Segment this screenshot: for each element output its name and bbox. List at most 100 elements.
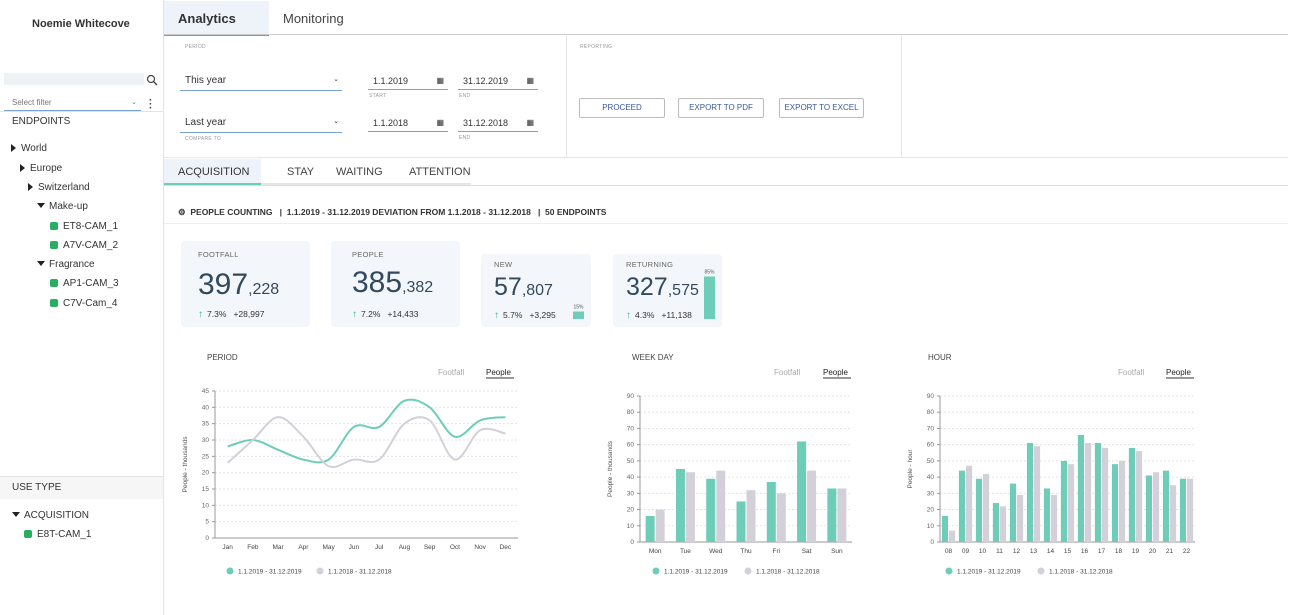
legend-swatch bbox=[652, 567, 660, 575]
button[interactable]: EXPORT TO EXCEL bbox=[779, 98, 864, 118]
gear-icon: ⚙ bbox=[178, 207, 186, 217]
kpi-card: PEOPLE 385,382 ↑ 7.2% +14,433 bbox=[331, 241, 460, 327]
menu-dots[interactable]: · · · bbox=[149, 95, 153, 114]
tree-node[interactable]: Switzerland bbox=[28, 182, 90, 193]
date-input[interactable]: 1.1.2018 ▦ bbox=[368, 118, 448, 132]
x-tick-label: 17 bbox=[1098, 548, 1106, 555]
x-tick-label: 09 bbox=[962, 548, 970, 555]
bar bbox=[1102, 447, 1109, 542]
node-label: C7V-Cam_4 bbox=[63, 298, 118, 309]
date-input[interactable]: 31.12.2019 ▦ bbox=[458, 76, 538, 90]
legend-swatch bbox=[945, 567, 953, 575]
toggle[interactable]: Footfall bbox=[438, 368, 464, 377]
subtab-label[interactable]: STAY bbox=[287, 166, 315, 178]
toggle[interactable]: Footfall bbox=[774, 368, 800, 377]
bar bbox=[766, 481, 776, 542]
tree-node[interactable]: Europe bbox=[20, 163, 62, 174]
x-tick-label: Jun bbox=[349, 544, 360, 551]
search-icon[interactable] bbox=[146, 74, 158, 86]
tab-label[interactable]: Analytics bbox=[178, 11, 236, 26]
y-tick-label: 20 bbox=[202, 470, 210, 477]
tree-leaf[interactable]: C7V-Cam_4 bbox=[50, 298, 117, 309]
subtab-label[interactable]: ATTENTION bbox=[409, 166, 471, 178]
search-box[interactable] bbox=[4, 73, 144, 85]
select-caption: COMPARE TO bbox=[185, 136, 222, 142]
node-label: A7V-CAM_2 bbox=[63, 240, 119, 251]
button[interactable]: EXPORT TO PDF bbox=[678, 98, 764, 118]
kpi-foot: ↑ 7.2% +14,433 bbox=[352, 309, 419, 320]
tree-node[interactable]: ACQUISITION bbox=[12, 510, 89, 521]
tab-label[interactable]: Monitoring bbox=[283, 11, 344, 26]
button[interactable]: PROCEED bbox=[579, 98, 665, 118]
filter-select[interactable]: Select filter ⌄ bbox=[4, 96, 141, 111]
bar bbox=[1000, 506, 1007, 542]
bar bbox=[1119, 460, 1126, 542]
x-tick-label: 18 bbox=[1115, 548, 1123, 555]
date-value: 1.1.2019 bbox=[373, 76, 409, 86]
tree-node[interactable]: Make-up bbox=[37, 201, 88, 212]
node-label: Make-up bbox=[49, 201, 88, 212]
tree-leaf[interactable]: E8T-CAM_1 bbox=[24, 529, 91, 540]
date-input[interactable]: 1.1.2019 ▦ bbox=[368, 76, 448, 90]
toggle[interactable]: People bbox=[486, 368, 511, 377]
bar bbox=[1162, 470, 1169, 542]
divider bbox=[164, 157, 1288, 158]
bar bbox=[736, 501, 746, 542]
toggle[interactable]: People bbox=[1166, 368, 1191, 377]
bar bbox=[1111, 464, 1118, 542]
use-type-header bbox=[0, 476, 163, 499]
tab-active[interactable] bbox=[164, 1, 269, 36]
y-tick-label: 90 bbox=[927, 393, 935, 400]
date-value: 1.1.2018 bbox=[373, 118, 409, 128]
bar bbox=[1017, 494, 1024, 542]
bar bbox=[1043, 488, 1050, 542]
subtab-label[interactable]: ACQUISITION bbox=[178, 166, 250, 178]
kpi-delta: +14,433 bbox=[387, 309, 419, 319]
bar bbox=[1179, 478, 1186, 542]
bar bbox=[1060, 460, 1067, 542]
tree-leaf[interactable]: A7V-CAM_2 bbox=[50, 240, 118, 251]
user-name: Noemie Whitecove bbox=[32, 18, 130, 30]
x-tick-label: 11 bbox=[996, 548, 1003, 555]
sidebar: Noemie Whitecove Select filter ⌄ · · · ENDP… bbox=[0, 0, 164, 615]
toggle[interactable]: Footfall bbox=[1118, 368, 1144, 377]
y-tick-label: 20 bbox=[927, 507, 935, 514]
bar bbox=[1068, 464, 1075, 542]
date-input[interactable]: 31.12.2018 ▦ bbox=[458, 118, 538, 132]
kpi-rest: ,575 bbox=[667, 282, 699, 299]
compare-select[interactable]: Last year ⌄ bbox=[180, 117, 342, 133]
select-label: This year bbox=[185, 75, 227, 86]
kpi-foot: ↑ 5.7% +3,295 bbox=[494, 310, 556, 321]
period-select[interactable]: This year ⌄ bbox=[180, 75, 342, 91]
x-tick-label: Oct bbox=[450, 544, 460, 551]
tree-node[interactable]: Fragrance bbox=[37, 259, 95, 270]
y-tick-label: 15 bbox=[202, 486, 210, 493]
tree-node[interactable]: World bbox=[11, 143, 47, 154]
x-tick-label: 15 bbox=[1064, 548, 1072, 555]
kpi-delta: +3,295 bbox=[529, 310, 556, 320]
tree-leaf[interactable]: AP1-CAM_3 bbox=[50, 278, 119, 289]
x-tick-label: 14 bbox=[1047, 548, 1055, 555]
select-label: Last year bbox=[185, 117, 227, 128]
bar bbox=[776, 493, 786, 542]
x-tick-label: 19 bbox=[1132, 548, 1140, 555]
node-label: Switzerland bbox=[38, 182, 90, 193]
y-tick-label: 40 bbox=[202, 404, 210, 411]
y-tick-label: 80 bbox=[927, 409, 935, 416]
summary-line: ⚙ PEOPLE COUNTING | 1.1.2019 - 31.12.201… bbox=[178, 207, 607, 217]
x-tick-label: 22 bbox=[1183, 548, 1191, 555]
kpi-foot: ↑ 4.3% +11,138 bbox=[626, 310, 692, 321]
date-caption: END bbox=[459, 93, 471, 99]
tree-leaf[interactable]: ET8-CAM_1 bbox=[50, 221, 118, 232]
y-axis-label: People - thousands bbox=[607, 440, 614, 497]
x-tick-label: 08 bbox=[945, 548, 953, 555]
subtab-active[interactable] bbox=[164, 159, 261, 185]
divider bbox=[164, 185, 1288, 186]
kpi-value: 327,575 bbox=[626, 273, 699, 302]
subtab-label[interactable]: WAITING bbox=[336, 166, 383, 178]
toggle[interactable]: People bbox=[823, 368, 848, 377]
divider bbox=[164, 223, 1288, 224]
y-tick-label: 30 bbox=[627, 490, 635, 497]
node-label: Europe bbox=[30, 163, 63, 174]
